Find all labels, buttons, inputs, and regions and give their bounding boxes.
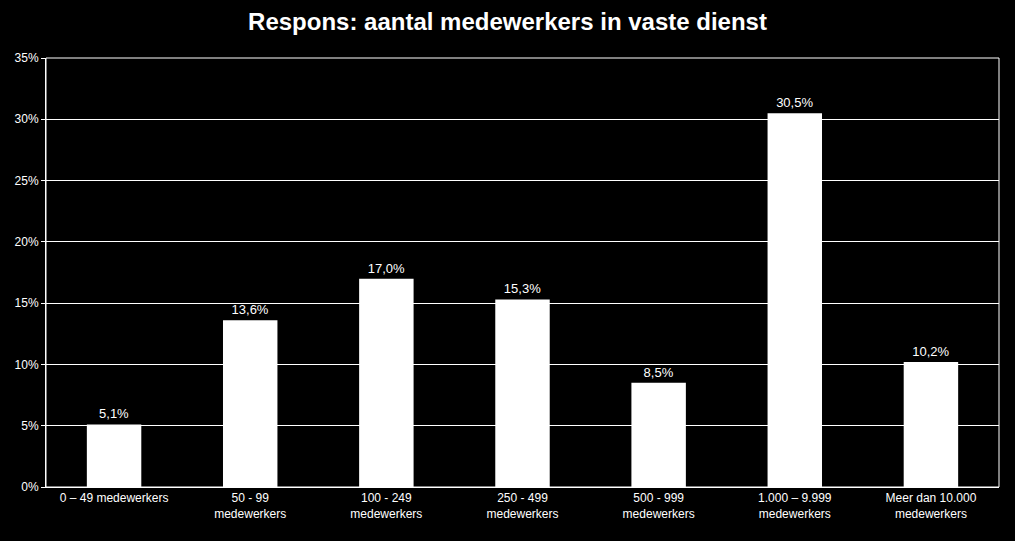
svg-text:1.000 – 9.999medewerkers: 1.000 – 9.999medewerkers <box>758 491 832 521</box>
svg-text:30,5%: 30,5% <box>776 95 813 110</box>
svg-text:250 - 499medewerkers: 250 - 499medewerkers <box>486 491 558 521</box>
svg-text:5,1%: 5,1% <box>99 406 129 421</box>
svg-text:10%: 10% <box>15 358 39 372</box>
svg-text:500 - 999medewerkers: 500 - 999medewerkers <box>623 491 695 521</box>
svg-text:0%: 0% <box>21 480 39 494</box>
svg-text:25%: 25% <box>15 174 39 188</box>
svg-text:5%: 5% <box>21 419 39 433</box>
svg-text:100 - 249medewerkers: 100 - 249medewerkers <box>350 491 422 521</box>
svg-text:35%: 35% <box>15 51 39 65</box>
svg-text:10,2%: 10,2% <box>912 344 949 359</box>
svg-text:Meer dan 10.000medewerkers: Meer dan 10.000medewerkers <box>886 491 977 521</box>
svg-text:50 - 99medewerkers: 50 - 99medewerkers <box>214 491 286 521</box>
svg-text:Respons: aantal medewerkers in: Respons: aantal medewerkers in vaste die… <box>248 8 767 35</box>
svg-text:13,6%: 13,6% <box>232 302 269 317</box>
svg-text:15%: 15% <box>15 296 39 310</box>
svg-text:8,5%: 8,5% <box>644 365 674 380</box>
svg-text:15,3%: 15,3% <box>504 281 541 296</box>
svg-text:17,0%: 17,0% <box>368 261 405 276</box>
svg-text:30%: 30% <box>15 112 39 126</box>
svg-text:0 – 49 medewerkers: 0 – 49 medewerkers <box>60 491 169 505</box>
svg-text:20%: 20% <box>15 235 39 249</box>
